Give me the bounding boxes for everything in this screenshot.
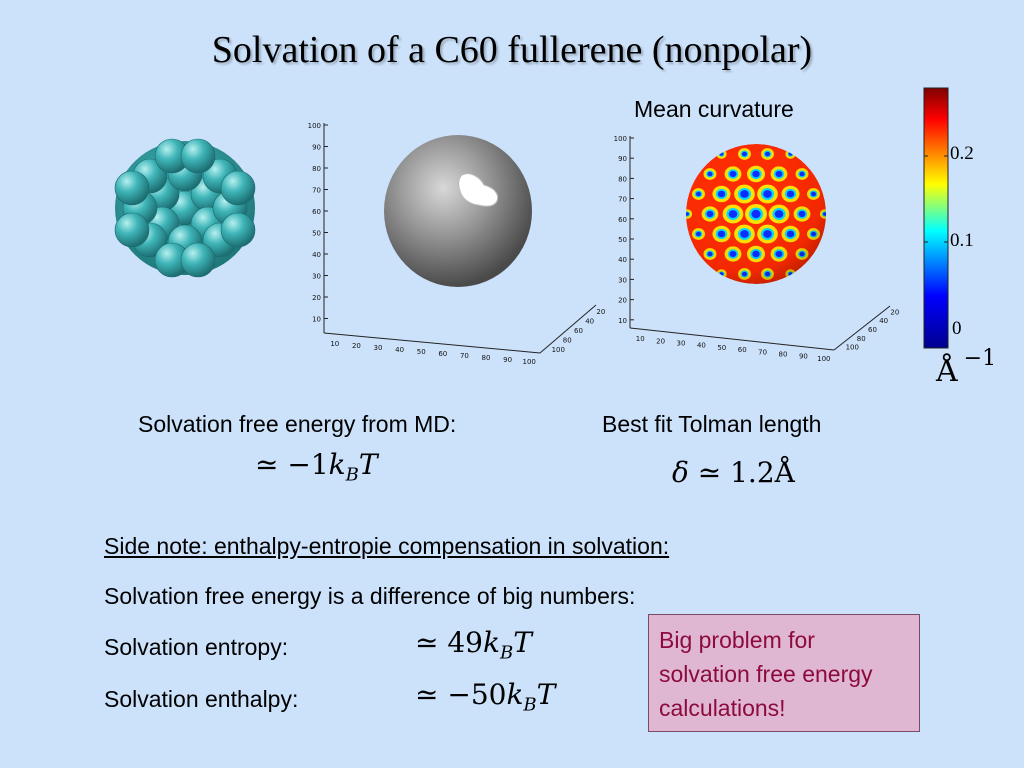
- z-tick-label: 20: [312, 294, 321, 302]
- enthalpy-label: Solvation enthalpy:: [104, 686, 299, 712]
- callout-line-1: Big problem for: [659, 627, 815, 653]
- page-title: Solvation of a C60 fullerene (nonpolar): [211, 29, 813, 71]
- x-tick-label: 80: [482, 354, 491, 362]
- z-tick-label: 70: [618, 196, 627, 204]
- colorbar-unit: Å −1: [936, 346, 997, 389]
- z-tick-label: 10: [312, 316, 321, 324]
- c60-atom: [180, 138, 216, 174]
- z-tick-label: 60: [312, 208, 321, 216]
- z-tick-label: 20: [618, 297, 627, 305]
- y-tick-label: 20: [890, 308, 899, 316]
- x-tick-label: 50: [717, 344, 726, 352]
- z-tick-label: 80: [618, 175, 627, 183]
- x-tick-label: 100: [817, 355, 830, 363]
- plot1-figure: 100 90 80 70 60 50 40 30 20 10 10 20 30 40 50 60 70 80 90 1…: [308, 122, 605, 366]
- x-tick-label: 90: [503, 356, 512, 364]
- callout-line-2: solvation free energy: [659, 661, 873, 687]
- side-note-line1: Solvation free energy is a difference of…: [104, 583, 636, 609]
- x-tick-label: 30: [374, 344, 383, 352]
- x-tick-label: 40: [395, 346, 404, 354]
- y-tick-label: 40: [879, 317, 888, 325]
- c60-atom: [114, 212, 150, 248]
- z-tick-label: 40: [618, 256, 627, 264]
- x-tick-label: 30: [677, 340, 686, 348]
- y-tick-label: 100: [846, 344, 859, 352]
- plot2-figure: 100 90 80 70 60 50 40 30 20 10 10 20 30 40 50 60 70 80 90 1…: [614, 135, 900, 363]
- colorbar-tick-0-2: 0.2: [950, 143, 974, 164]
- callout-box: Big problem for solvation free energy ca…: [648, 614, 920, 732]
- z-tick-label: 40: [312, 251, 321, 259]
- y-tick-label: 80: [857, 335, 866, 343]
- callout-line-3: calculations!: [659, 695, 786, 721]
- c60-atom: [114, 170, 150, 206]
- side-note-heading: Side note: enthalpy-entropie compensatio…: [104, 533, 670, 559]
- plot2-x-axis: [629, 327, 835, 351]
- plot2-curvature-sphere: [686, 144, 826, 284]
- c60-atom: [180, 242, 216, 278]
- plot1-x-axis: [323, 332, 541, 354]
- plot2-title: Mean curvature: [634, 96, 794, 122]
- plot2-y-axis: [833, 305, 891, 351]
- z-tick-label: 100: [308, 122, 321, 130]
- enthalpy-value: ≃ −50kBT: [415, 678, 556, 716]
- c60-atom: [220, 170, 256, 206]
- tolman-label: Best fit Tolman length: [602, 411, 822, 437]
- z-tick-label: 90: [618, 155, 627, 163]
- colorbar: [923, 87, 949, 349]
- y-tick-label: 60: [868, 326, 877, 334]
- z-tick-label: 30: [618, 276, 627, 284]
- entropy-label: Solvation entropy:: [104, 634, 289, 660]
- plot1-y-axis: [539, 304, 597, 354]
- x-tick-label: 60: [738, 346, 747, 354]
- x-tick-label: 50: [417, 348, 426, 356]
- y-tick-label: 20: [596, 308, 605, 316]
- plot1-gray-sphere: [384, 135, 532, 287]
- z-tick-label: 60: [618, 216, 627, 224]
- colorbar-tick-0-1: 0.1: [950, 230, 974, 251]
- y-tick-label: 100: [552, 346, 565, 354]
- x-tick-label: 70: [758, 348, 767, 356]
- y-tick-label: 60: [574, 327, 583, 335]
- z-tick-label: 90: [312, 144, 321, 152]
- c60-molecule-image: [114, 138, 256, 278]
- z-tick-label: 80: [312, 165, 321, 173]
- z-tick-label: 10: [618, 317, 627, 325]
- x-tick-label: 20: [352, 342, 361, 350]
- z-tick-label: 70: [312, 187, 321, 195]
- x-tick-label: 10: [330, 340, 339, 348]
- tolman-value: δ ≃ 1.2Å: [672, 456, 795, 489]
- entropy-value: ≃ 49kBT: [415, 626, 532, 664]
- x-tick-label: 40: [697, 342, 706, 350]
- x-tick-label: 20: [656, 337, 665, 345]
- plot1-surface-hole: [458, 173, 499, 207]
- md-label: Solvation free energy from MD:: [138, 411, 457, 437]
- x-tick-label: 80: [779, 351, 788, 359]
- y-tick-label: 40: [585, 317, 594, 325]
- x-tick-label: 10: [636, 335, 645, 343]
- z-tick-label: 100: [614, 135, 627, 143]
- c60-atom: [220, 212, 256, 248]
- y-tick-label: 80: [563, 337, 572, 345]
- x-tick-label: 60: [438, 350, 447, 358]
- x-tick-label: 100: [523, 358, 536, 366]
- z-tick-label: 30: [312, 273, 321, 281]
- z-tick-label: 50: [618, 236, 627, 244]
- z-tick-label: 50: [312, 230, 321, 238]
- x-tick-label: 90: [799, 353, 808, 361]
- colorbar-tick-0: 0: [952, 318, 962, 339]
- md-value: ≃ −1kBT: [255, 448, 378, 486]
- x-tick-label: 70: [460, 352, 469, 360]
